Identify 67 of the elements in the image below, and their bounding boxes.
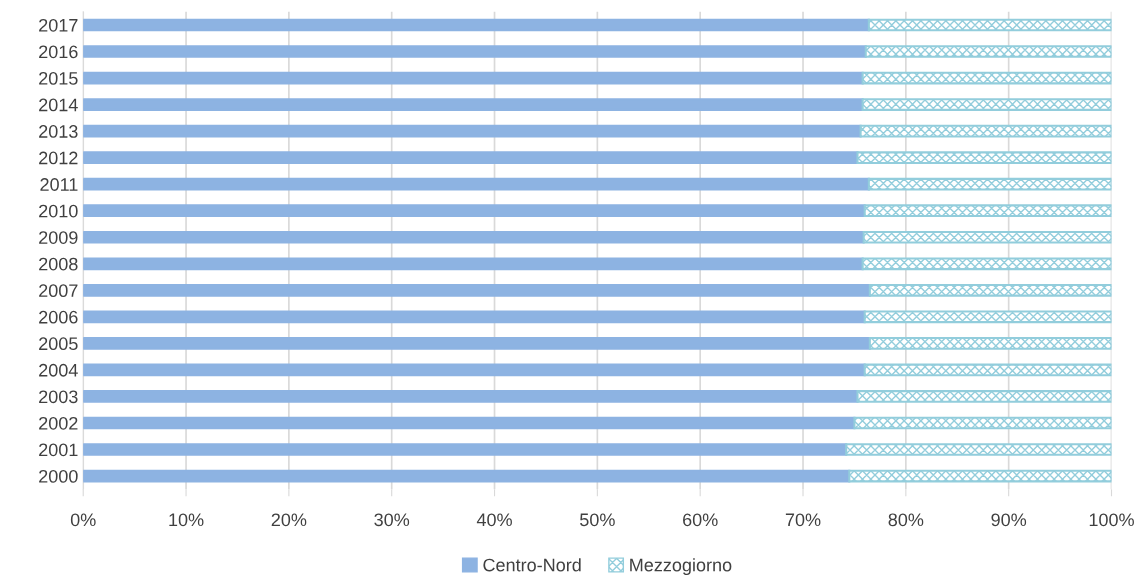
y-tick-label: 2000 (39, 469, 78, 483)
bar (861, 98, 1112, 111)
y-tick-label: 2004 (39, 363, 78, 377)
bar (83, 177, 870, 191)
bar (83, 204, 866, 218)
bar (83, 283, 871, 297)
bar (83, 124, 862, 138)
bar (83, 310, 866, 324)
bar (862, 230, 1112, 244)
y-tick-label: 2008 (39, 257, 78, 271)
x-tick-label: 50% (580, 513, 615, 527)
bar (856, 390, 1112, 403)
bar (83, 469, 851, 483)
bar (863, 204, 1112, 218)
legend-label: Mezzogiorno (630, 558, 732, 576)
y-tick-label: 2010 (39, 204, 78, 218)
bar (83, 45, 867, 58)
bar (83, 390, 859, 403)
bar (83, 416, 856, 430)
x-tick-label: 0% (70, 513, 96, 527)
bar (853, 416, 1112, 430)
bar (863, 363, 1112, 377)
y-tick-label: 2013 (39, 125, 78, 138)
x-tick-label: 20% (271, 513, 307, 527)
bar (83, 257, 864, 271)
y-tick-label: 2011 (40, 178, 78, 191)
y-tick-label: 2001 (39, 443, 78, 457)
bar (83, 337, 871, 350)
y-tick-label: 2015 (39, 71, 78, 85)
bar (867, 18, 1112, 32)
y-tick-label: 2005 (39, 337, 78, 351)
bar (867, 177, 1112, 191)
bar (861, 71, 1112, 85)
bar (868, 337, 1112, 350)
x-tick-label: 90% (991, 513, 1027, 527)
bar (859, 124, 1112, 138)
x-tick-label: 60% (683, 513, 718, 527)
y-tick-label: 2017 (39, 18, 78, 32)
x-tick-label: 10% (169, 513, 204, 527)
y-tick-label: 2006 (39, 310, 78, 324)
bar (83, 230, 865, 244)
legend-label: Centro-Nord (483, 558, 581, 572)
x-tick-label: 40% (476, 513, 512, 527)
x-tick-label: 100% (1089, 513, 1134, 527)
bar (83, 98, 864, 111)
y-tick-label: 2014 (39, 98, 78, 112)
bar (83, 71, 864, 85)
bar (83, 363, 866, 377)
bar (83, 18, 870, 32)
y-tick-label: 2002 (39, 416, 78, 430)
y-tick-label: 2009 (39, 231, 78, 244)
y-tick-label: 2003 (39, 390, 78, 404)
bar (864, 45, 1112, 58)
x-tick-label: 80% (888, 513, 924, 527)
y-tick-label: 2016 (39, 45, 78, 59)
bar (845, 443, 1112, 456)
y-tick-label: 2012 (39, 151, 78, 165)
bar (848, 469, 1112, 483)
x-tick-label: 70% (785, 513, 821, 527)
bar (868, 283, 1112, 297)
bar (863, 310, 1112, 324)
bar (83, 151, 859, 164)
y-tick-label: 2007 (39, 284, 78, 298)
bar (856, 151, 1112, 164)
x-tick-label: 30% (374, 513, 410, 527)
bar (861, 257, 1112, 271)
bar (83, 443, 848, 456)
